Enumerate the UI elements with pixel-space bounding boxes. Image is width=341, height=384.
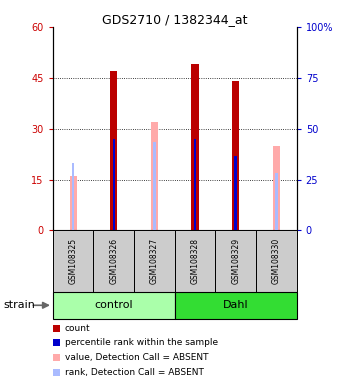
Bar bbox=[232, 81, 239, 230]
Bar bbox=[275, 173, 278, 230]
Bar bbox=[191, 64, 199, 230]
Text: GSM108330: GSM108330 bbox=[272, 238, 281, 284]
Text: GSM108325: GSM108325 bbox=[69, 238, 78, 284]
Bar bbox=[53, 230, 93, 292]
Text: GSM108326: GSM108326 bbox=[109, 238, 118, 284]
Text: count: count bbox=[65, 324, 90, 333]
Text: strain: strain bbox=[3, 300, 35, 310]
Text: GSM108329: GSM108329 bbox=[231, 238, 240, 284]
Text: Dahl: Dahl bbox=[223, 300, 249, 310]
Text: GSM108327: GSM108327 bbox=[150, 238, 159, 284]
Bar bbox=[235, 156, 237, 230]
Bar bbox=[153, 142, 155, 230]
Bar bbox=[70, 176, 77, 230]
Bar bbox=[110, 71, 117, 230]
Bar bbox=[93, 230, 134, 292]
Bar bbox=[216, 230, 256, 292]
Bar bbox=[175, 230, 216, 292]
Bar bbox=[175, 292, 297, 319]
Title: GDS2710 / 1382344_at: GDS2710 / 1382344_at bbox=[102, 13, 248, 26]
Text: rank, Detection Call = ABSENT: rank, Detection Call = ABSENT bbox=[65, 367, 204, 377]
Text: value, Detection Call = ABSENT: value, Detection Call = ABSENT bbox=[65, 353, 208, 362]
Text: GSM108328: GSM108328 bbox=[191, 238, 199, 284]
Bar bbox=[113, 139, 115, 230]
Text: percentile rank within the sample: percentile rank within the sample bbox=[65, 338, 218, 348]
Bar bbox=[53, 292, 175, 319]
Bar bbox=[194, 139, 196, 230]
Bar bbox=[134, 230, 175, 292]
Text: control: control bbox=[94, 300, 133, 310]
Bar bbox=[273, 146, 280, 230]
Bar bbox=[151, 122, 158, 230]
Bar bbox=[72, 162, 74, 230]
Bar bbox=[256, 230, 297, 292]
